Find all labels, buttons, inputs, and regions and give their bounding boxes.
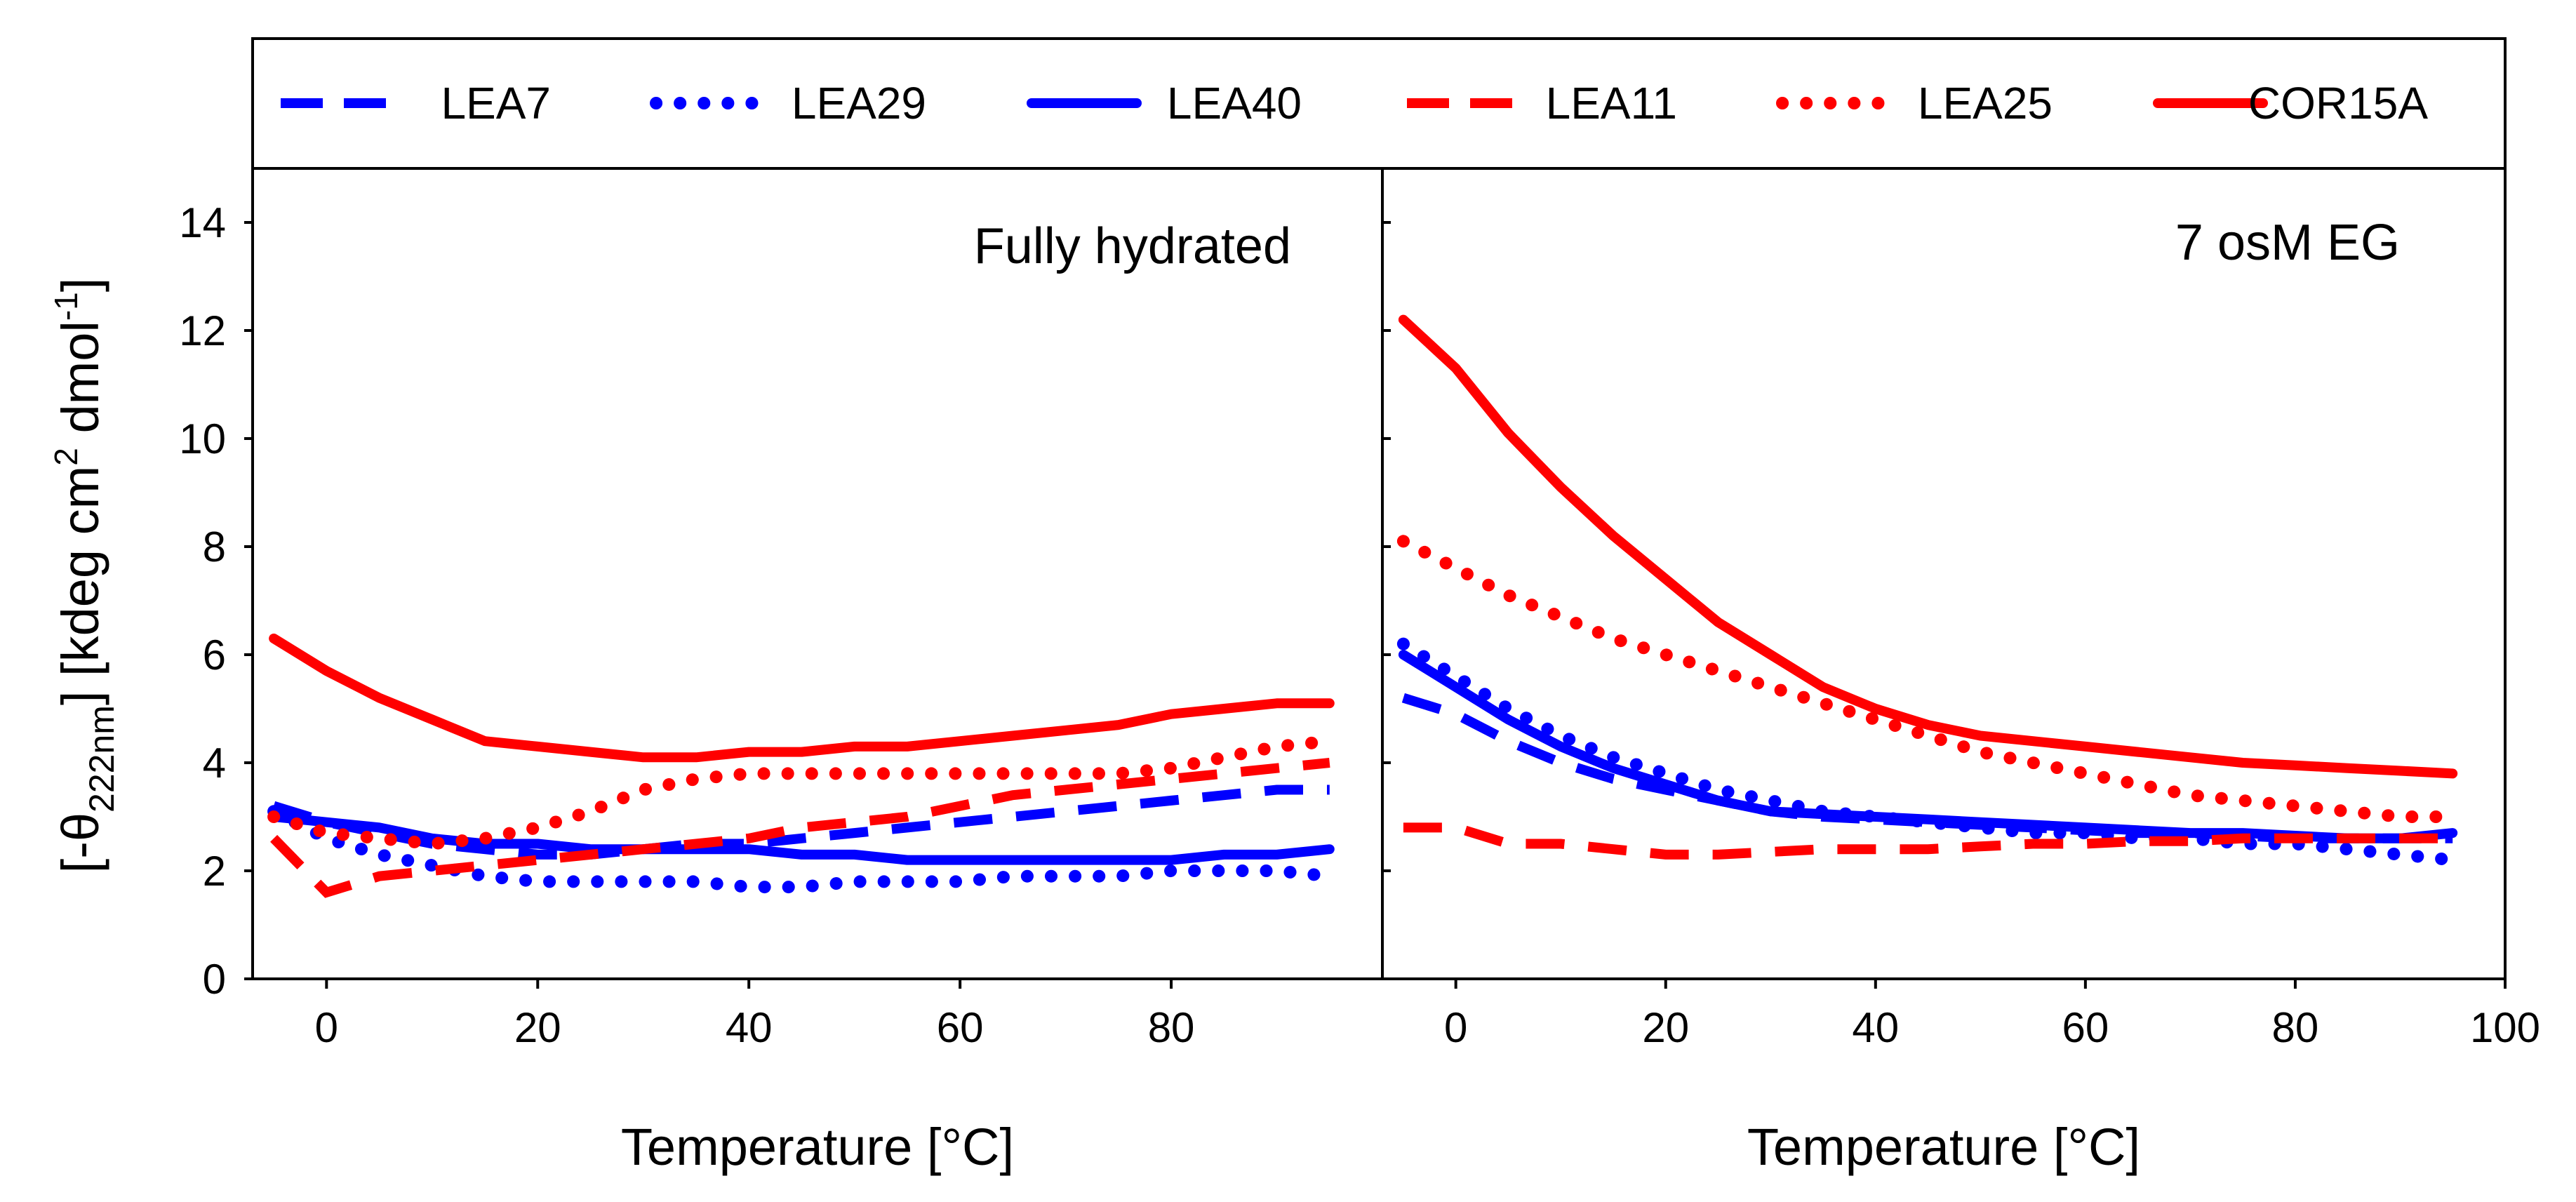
series-line-cor15a (1398, 314, 2458, 779)
series-line-lea7 (272, 784, 1330, 860)
series-line-lea11 (270, 758, 1330, 898)
x-tick-label: 20 (514, 1004, 561, 1051)
y-tick-label: 14 (179, 199, 226, 246)
y-axis: 0 2 4 6 8 10 12 14 (179, 199, 1391, 1003)
panel-fully-hydrated-series (267, 633, 1336, 898)
y-tick-label: 8 (203, 523, 226, 570)
x-axis-right: 0 20 40 60 80 100 (1444, 979, 2540, 1051)
y-tick-label: 2 (203, 848, 226, 895)
x-tick-label: 40 (1852, 1004, 1899, 1051)
legend: LEA7 LEA29 LEA40 LEA11 LEA25 COR15A (281, 78, 2428, 128)
y-tick-label: 12 (179, 307, 226, 354)
x-tick-label: 60 (937, 1004, 984, 1051)
y-tick-label: 10 (179, 415, 226, 462)
x-tick-label: 20 (1642, 1004, 1689, 1051)
legend-label-lea11: LEA11 (1546, 78, 1677, 128)
y-axis-title: [-θ222nm] [kdeg cm2 dmol-1] (48, 278, 121, 874)
x-tick-label: 0 (1444, 1004, 1467, 1051)
x-axis-title-left: Temperature [°C] (621, 1118, 1014, 1176)
legend-label-lea25: LEA25 (1918, 78, 2053, 128)
x-tick-label: 60 (2062, 1004, 2109, 1051)
legend-label-lea29: LEA29 (792, 78, 926, 128)
x-tick-label: 100 (2470, 1004, 2540, 1051)
x-tick-label: 40 (726, 1004, 773, 1051)
series-line-lea29 (1396, 637, 2460, 867)
y-tick-label: 4 (203, 740, 226, 787)
series-line-lea40 (269, 812, 1335, 865)
x-tick-label: 0 (315, 1004, 338, 1051)
panel-title-left: Fully hydrated (974, 218, 1291, 274)
x-axis-left: 0 20 40 60 80 (315, 979, 1195, 1051)
panel-7-osm-eg-series (1396, 314, 2460, 867)
legend-label-cor15a: COR15A (2248, 78, 2428, 128)
panel-title-right: 7 osM EG (2175, 215, 2400, 271)
legend-label-lea40: LEA40 (1167, 78, 1302, 128)
x-tick-label: 80 (2272, 1004, 2319, 1051)
series-line-lea25 (1396, 535, 2460, 823)
series-line-lea29 (267, 805, 1336, 894)
series-line-lea11 (1403, 822, 2453, 860)
legend-label-lea7: LEA7 (441, 78, 551, 128)
x-tick-label: 80 (1148, 1004, 1195, 1051)
series-line-cor15a (269, 633, 1335, 763)
y-tick-label: 6 (203, 632, 226, 679)
x-axis-title-right: Temperature [°C] (1747, 1118, 2140, 1176)
plot-frame (251, 167, 2507, 980)
y-tick-label: 0 (203, 956, 226, 1003)
